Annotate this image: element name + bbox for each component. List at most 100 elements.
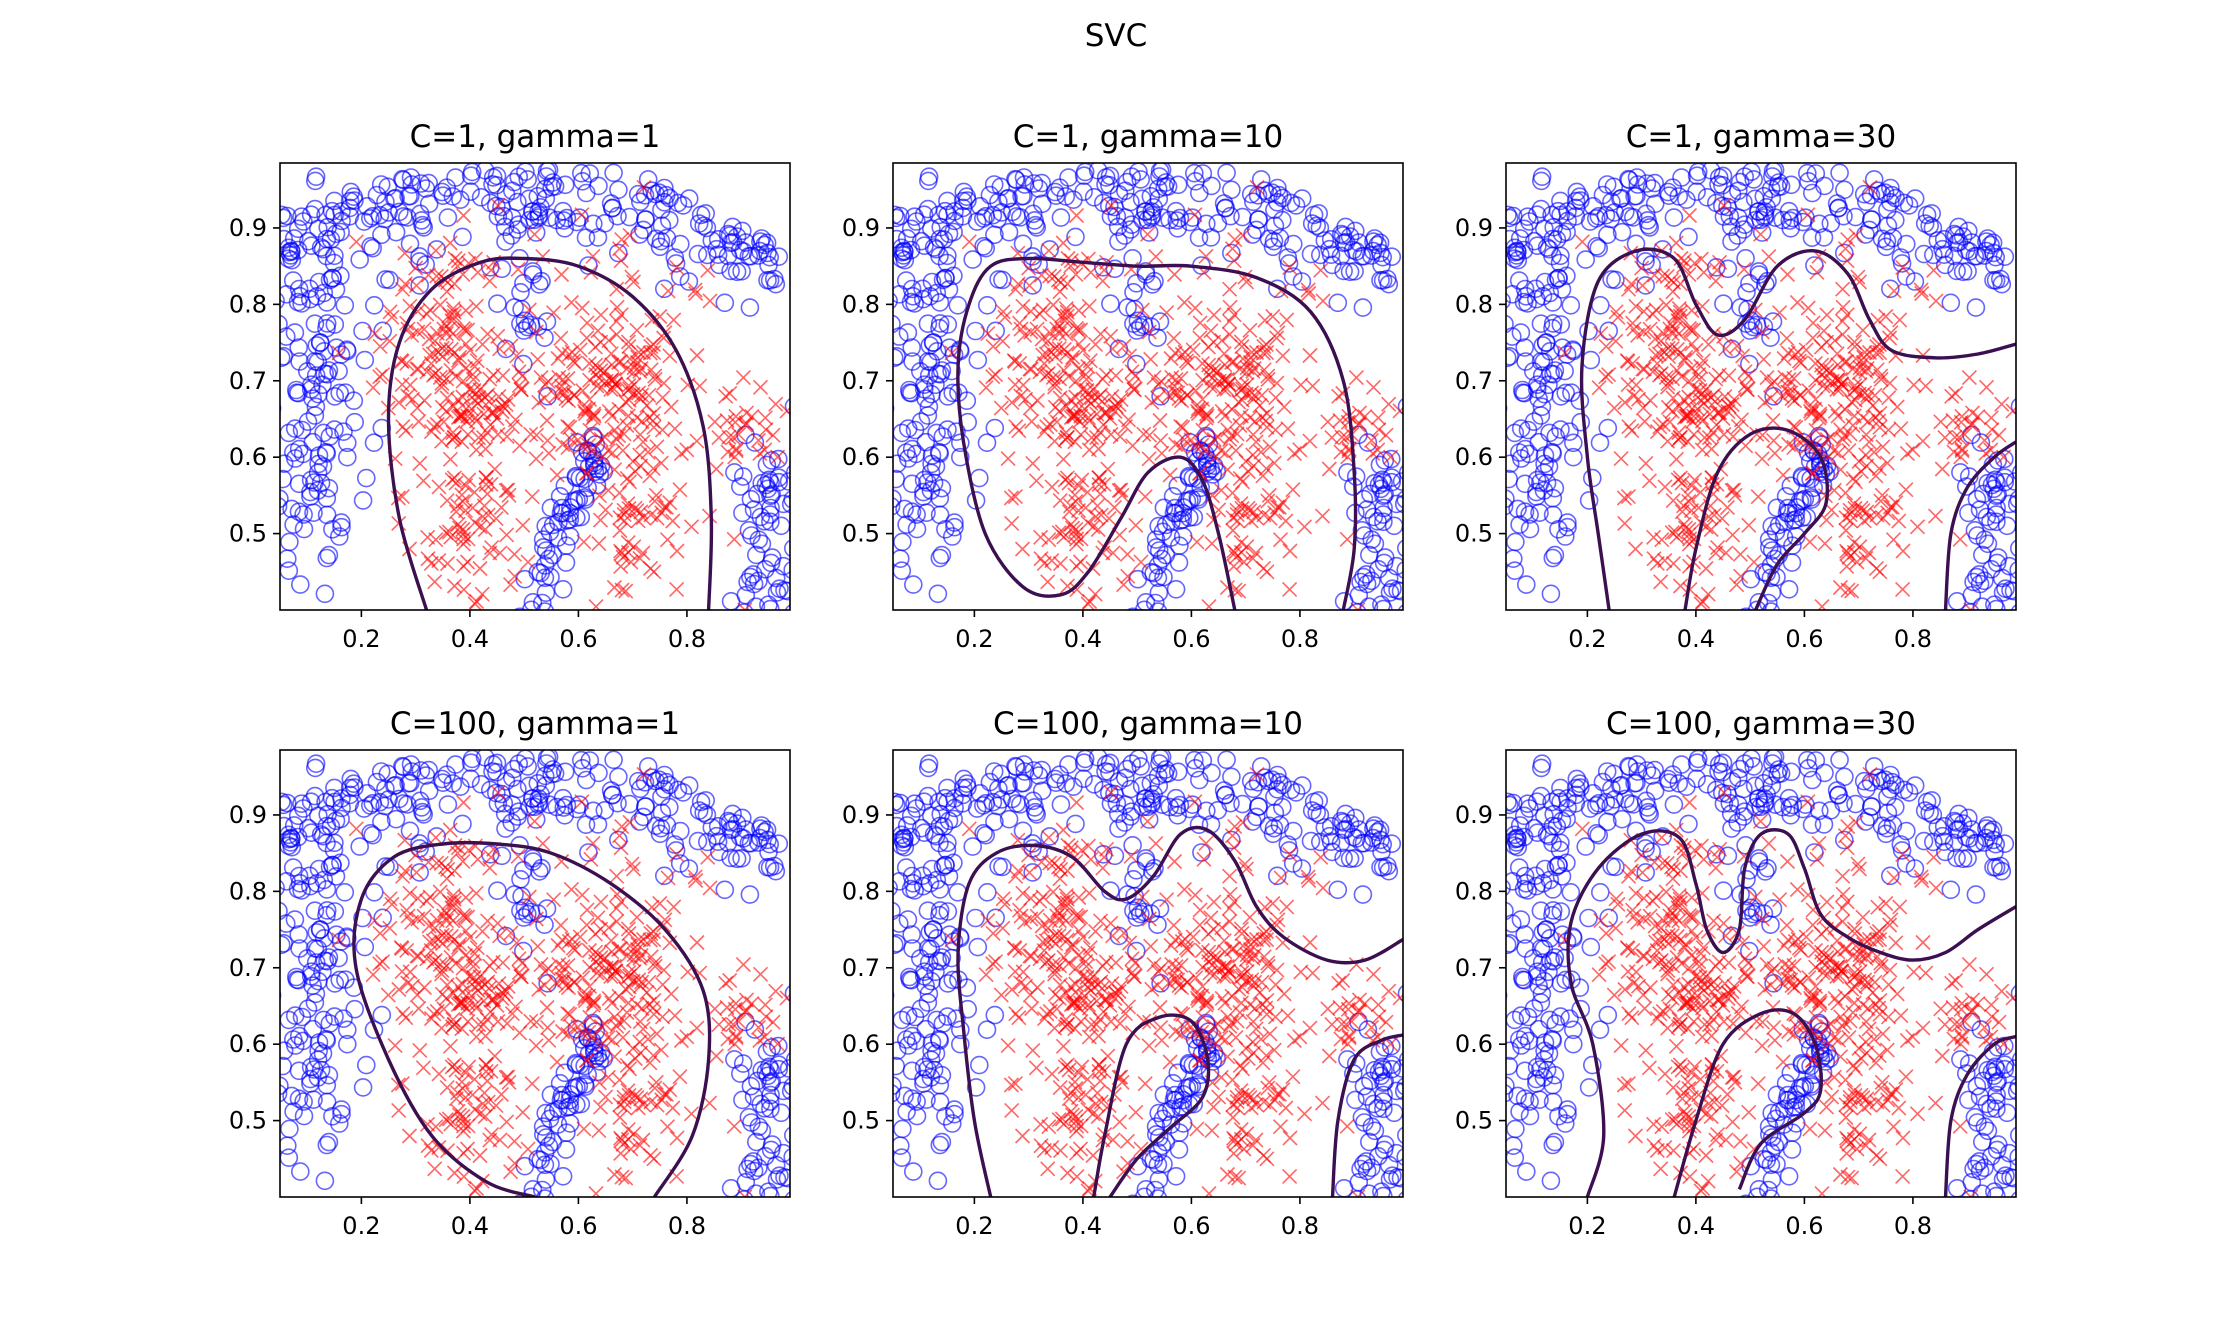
data-point-circle bbox=[1350, 587, 1367, 604]
data-point-circle bbox=[1203, 177, 1220, 194]
data-point-cross bbox=[1074, 555, 1088, 569]
data-point-cross bbox=[1030, 394, 1044, 408]
data-point-cross bbox=[668, 422, 682, 436]
data-point-circle bbox=[772, 1209, 789, 1226]
data-point-circle bbox=[1354, 299, 1371, 316]
subplot-title: C=1, gamma=30 bbox=[1626, 119, 1897, 155]
data-point-cross bbox=[468, 1103, 482, 1117]
data-point-circle bbox=[776, 611, 793, 628]
data-point-circle bbox=[1715, 295, 1732, 312]
data-point-circle bbox=[923, 220, 940, 237]
data-point-cross bbox=[1202, 600, 1216, 614]
data-point-circle bbox=[796, 508, 813, 525]
data-point-circle bbox=[1750, 637, 1767, 654]
data-point-circle bbox=[894, 533, 911, 550]
data-point-circle bbox=[1966, 522, 1983, 539]
data-point-circle bbox=[508, 621, 525, 638]
data-point-cross bbox=[996, 892, 1010, 906]
data-point-cross bbox=[661, 1120, 675, 1134]
data-point-cross bbox=[690, 936, 704, 950]
data-point-cross bbox=[403, 378, 417, 392]
data-point-cross bbox=[1847, 409, 1861, 423]
data-point-circle bbox=[310, 220, 327, 237]
data-point-circle bbox=[1831, 164, 1848, 181]
data-point-circle bbox=[1765, 388, 1782, 405]
data-point-cross bbox=[1638, 415, 1652, 429]
data-point-cross bbox=[1056, 452, 1070, 466]
data-point-cross bbox=[1856, 323, 1870, 337]
data-point-circle bbox=[447, 169, 464, 186]
data-point-circle bbox=[590, 177, 607, 194]
data-point-cross bbox=[1168, 268, 1182, 282]
data-point-cross bbox=[1618, 516, 1632, 530]
data-point-cross bbox=[674, 1034, 688, 1048]
data-point-circle bbox=[772, 1226, 789, 1243]
data-point-circle bbox=[1708, 259, 1725, 276]
data-point-circle bbox=[524, 637, 541, 654]
data-point-circle bbox=[772, 639, 789, 656]
data-point-cross bbox=[703, 881, 717, 895]
data-point-cross bbox=[1276, 349, 1290, 363]
data-point-circle bbox=[1759, 650, 1776, 667]
data-point-cross bbox=[1654, 575, 1668, 589]
data-point-cross bbox=[1263, 440, 1277, 454]
data-point-circle bbox=[727, 1214, 744, 1231]
data-point-circle bbox=[533, 650, 550, 667]
data-point-cross bbox=[577, 1122, 591, 1136]
data-point-circle bbox=[511, 1195, 528, 1212]
data-point-circle bbox=[1303, 833, 1320, 850]
data-point-cross bbox=[500, 528, 514, 542]
data-point-circle bbox=[270, 903, 287, 920]
data-point-circle bbox=[987, 1258, 1004, 1275]
data-point-circle bbox=[893, 562, 910, 579]
y-tick-label: 0.9 bbox=[842, 214, 880, 242]
data-point-circle bbox=[292, 576, 309, 593]
data-point-circle bbox=[1171, 554, 1188, 571]
data-point-circle bbox=[1137, 627, 1154, 644]
data-point-cross bbox=[443, 236, 457, 250]
data-point-cross bbox=[534, 958, 548, 972]
data-point-circle bbox=[1168, 581, 1185, 598]
data-point-circle bbox=[447, 756, 464, 773]
data-point-cross bbox=[1911, 520, 1925, 534]
data-point-cross bbox=[1900, 447, 1914, 461]
data-point-circle bbox=[1366, 1122, 1383, 1139]
data-point-circle bbox=[1536, 220, 1553, 237]
data-point-cross bbox=[485, 541, 499, 555]
data-point-cross bbox=[1104, 428, 1118, 442]
subplot-title: C=100, gamma=10 bbox=[993, 706, 1303, 742]
data-point-cross bbox=[1992, 428, 2006, 442]
data-point-circle bbox=[374, 671, 391, 688]
data-point-cross bbox=[463, 930, 477, 944]
data-point-cross bbox=[443, 823, 457, 837]
data-point-cross bbox=[1041, 575, 1055, 589]
data-point-cross bbox=[512, 952, 526, 966]
data-point-circle bbox=[773, 517, 790, 534]
data-point-circle bbox=[1353, 1109, 1370, 1126]
data-point-cross bbox=[1646, 307, 1660, 321]
data-point-cross bbox=[399, 1011, 413, 1025]
data-point-cross bbox=[670, 582, 684, 596]
data-point-cross bbox=[1277, 400, 1291, 414]
data-point-cross bbox=[1742, 518, 1756, 532]
data-point-cross bbox=[1260, 346, 1274, 360]
subplot-title: C=100, gamma=1 bbox=[390, 706, 680, 742]
data-point-cross bbox=[1120, 547, 1134, 561]
data-point-circle bbox=[1397, 1078, 1414, 1095]
data-point-cross bbox=[754, 967, 768, 981]
data-point-cross bbox=[1755, 452, 1769, 466]
data-point-circle bbox=[1756, 617, 1773, 634]
data-point-circle bbox=[1505, 550, 1522, 567]
y-tick-label: 0.8 bbox=[842, 290, 880, 318]
data-point-cross bbox=[413, 456, 427, 470]
data-point-circle bbox=[986, 1007, 1003, 1024]
data-point-circle bbox=[411, 864, 428, 881]
data-point-cross bbox=[589, 1187, 603, 1201]
data-point-cross bbox=[1709, 546, 1723, 560]
data-point-cross bbox=[1217, 347, 1231, 361]
data-point-cross bbox=[1907, 378, 1921, 392]
data-point-circle bbox=[512, 284, 529, 301]
data-point-cross bbox=[723, 386, 737, 400]
data-point-cross bbox=[1890, 400, 1904, 414]
